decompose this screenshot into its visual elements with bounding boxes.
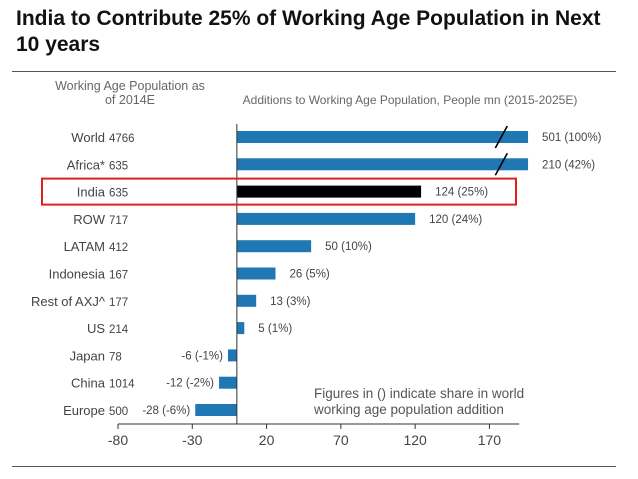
region-label: China [71, 376, 106, 391]
bar-value-label: -12 (-2%) [166, 378, 214, 390]
bar-europe [195, 404, 237, 416]
region-label: Japan [70, 348, 105, 363]
bar-rest-of-axj- [236, 294, 257, 307]
bar-value-label: 26 (5%) [289, 269, 329, 281]
x-tick-label: 20 [259, 432, 275, 448]
page-title: India to Contribute 25% of Working Age P… [16, 7, 601, 56]
right-column-header: Additions to Working Age Population, Peo… [242, 93, 578, 107]
title-divider [12, 71, 616, 72]
bar-value-label: 124 (25%) [435, 187, 488, 199]
left-column-header: Working Age Population as of 2014E [55, 79, 205, 107]
bar-value-label: 5 (1%) [258, 323, 292, 335]
region-label: India [77, 185, 106, 200]
india-highlight-box [41, 177, 517, 206]
bar-value-label: 13 (3%) [270, 296, 310, 308]
population-value: 635 [109, 160, 128, 172]
bar-value-label: -6 (-1%) [181, 350, 223, 362]
figures-note-line-2: working age population addition [313, 402, 504, 417]
bar-latam [236, 240, 312, 253]
bar-us [236, 322, 245, 335]
bar-india [236, 185, 422, 198]
population-value: 167 [109, 270, 128, 282]
bar-value-label: 50 (10%) [325, 241, 372, 253]
population-value: 635 [109, 188, 128, 200]
x-tick-label: 120 [403, 432, 427, 448]
bar-world [236, 131, 529, 143]
population-value: 78 [109, 351, 122, 363]
x-tick-label: -80 [108, 432, 128, 448]
region-label: Europe [63, 403, 105, 418]
population-value: 214 [109, 324, 129, 336]
figures-note-line-1: Figures in () indicate share in world [314, 386, 524, 401]
population-value: 1014 [109, 379, 135, 391]
bar-africa- [236, 158, 529, 171]
population-value: 4766 [109, 133, 135, 145]
population-value: 500 [109, 406, 128, 418]
x-tick-label: 170 [478, 432, 502, 448]
bar-row [236, 212, 416, 225]
bar-china [219, 376, 237, 389]
bar-value-label: 120 (24%) [429, 214, 482, 226]
region-label: World [71, 130, 105, 145]
region-label: Africa* [67, 157, 105, 172]
x-axis-ticks: -80 -30 20 70 120 170 [108, 424, 501, 448]
region-label: US [87, 321, 105, 336]
x-tick-label: 70 [333, 432, 349, 448]
region-label: ROW [73, 212, 106, 227]
axis-break-mark [494, 152, 509, 176]
region-label: Rest of AXJ^ [31, 294, 106, 309]
axis-break-mark [494, 125, 509, 149]
population-value: 717 [109, 215, 128, 227]
x-tick-label: -30 [182, 432, 202, 448]
bar-japan [227, 349, 237, 362]
bar-value-label: 501 (100%) [542, 132, 602, 144]
region-label: LATAM [64, 239, 105, 254]
chart-bars [195, 125, 529, 416]
bar-value-label: -28 (-6%) [142, 405, 190, 417]
population-value: 412 [109, 242, 128, 254]
chart-rows: World 4766 501 (100%) Africa* 635 210 (42%) In… [31, 130, 602, 418]
bottom-divider [12, 466, 616, 467]
region-label: Indonesia [49, 267, 106, 282]
bar-value-label: 210 (42%) [542, 159, 595, 171]
bar-indonesia [236, 267, 276, 280]
population-value: 177 [109, 297, 128, 309]
